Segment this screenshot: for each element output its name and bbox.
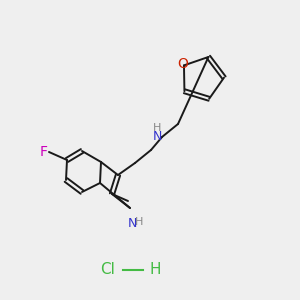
Text: F: F — [40, 145, 48, 159]
Text: H: H — [135, 217, 143, 227]
Text: O: O — [178, 57, 188, 71]
Text: N: N — [127, 217, 137, 230]
Text: H: H — [149, 262, 161, 278]
Text: N: N — [152, 130, 162, 142]
Text: H: H — [153, 123, 161, 133]
Text: Cl: Cl — [100, 262, 116, 278]
